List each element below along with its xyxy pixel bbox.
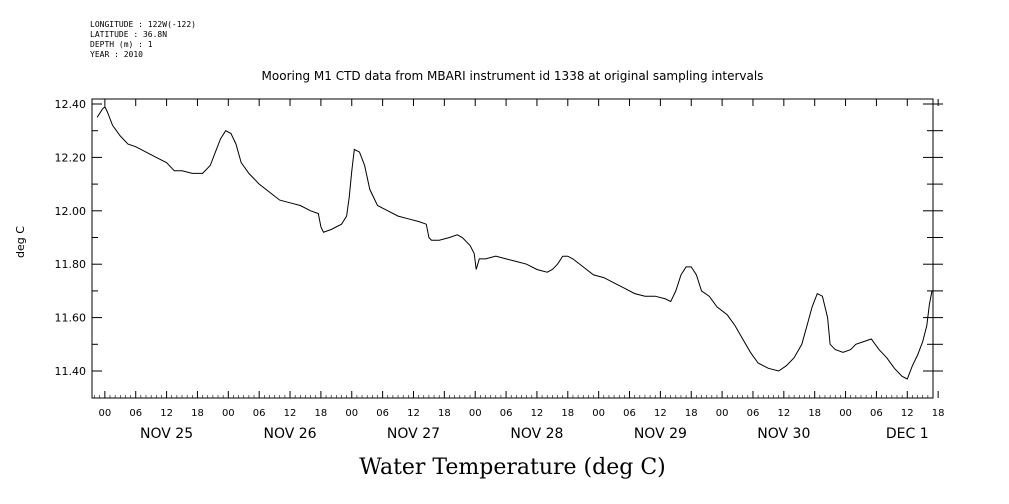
x-tick-label: 18	[438, 408, 451, 419]
x-tick-label: 12	[531, 408, 544, 419]
x-tick-label: 06	[747, 408, 760, 419]
x-tick-label: 12	[407, 408, 420, 419]
x-day-label: NOV 26	[263, 426, 316, 442]
x-tick-label: 18	[315, 408, 328, 419]
y-tick-label: 11.60	[55, 312, 87, 325]
x-tick-label: 00	[469, 408, 482, 419]
x-tick-label: 06	[129, 408, 142, 419]
x-tick-label: 06	[376, 408, 389, 419]
longitude-text: LONGITUDE : 122W(-122)	[90, 20, 196, 29]
year-text: YEAR : 2010	[90, 50, 143, 59]
x-day-label: NOV 29	[634, 426, 687, 442]
x-tick-label: 18	[191, 408, 204, 419]
x-tick-label: 06	[253, 408, 266, 419]
x-day-label: NOV 28	[510, 426, 563, 442]
x-day-label: NOV 30	[757, 426, 810, 442]
y-tick-label: 11.40	[55, 365, 87, 378]
x-tick-label: 12	[901, 408, 914, 419]
plot-frame	[91, 98, 934, 399]
x-tick-label: 00	[222, 408, 235, 419]
y-tick-label: 12.20	[55, 151, 87, 164]
x-tick-label: 18	[561, 408, 574, 419]
x-tick-label: 06	[500, 408, 513, 419]
latitude-text: LATITUDE : 36.8N	[90, 30, 168, 39]
x-day-label: DEC 1	[886, 426, 929, 442]
x-tick-label: 12	[777, 408, 790, 419]
x-tick-label: 00	[716, 408, 729, 419]
depth-text: DEPTH (m) : 1	[90, 40, 153, 49]
y-tick-label: 12.40	[55, 98, 87, 111]
x-tick-label: 12	[160, 408, 173, 419]
x-tick-label: 18	[685, 408, 698, 419]
x-tick-label: 06	[623, 408, 636, 419]
y-tick-label: 12.00	[55, 205, 87, 218]
y-tick-label: 11.80	[55, 258, 87, 271]
metadata-block: LONGITUDE : 122W(-122) LATITUDE : 36.8N …	[90, 20, 196, 60]
x-tick-label: 00	[345, 408, 358, 419]
x-tick-label: 00	[839, 408, 852, 419]
x-tick-label: 18	[808, 408, 821, 419]
x-tick-label: 06	[870, 408, 883, 419]
x-tick-label: 12	[654, 408, 667, 419]
x-tick-label: 00	[592, 408, 605, 419]
x-tick-label: 00	[98, 408, 111, 419]
x-tick-label: 12	[284, 408, 297, 419]
x-day-label: NOV 25	[140, 426, 193, 442]
x-day-label: NOV 27	[387, 426, 440, 442]
temperature-series-line	[96, 105, 933, 380]
x-axis-title: Water Temperature (deg C)	[359, 455, 666, 480]
x-tick-label: 18	[932, 408, 945, 419]
chart-title: Mooring M1 CTD data from MBARI instrumen…	[261, 69, 764, 83]
